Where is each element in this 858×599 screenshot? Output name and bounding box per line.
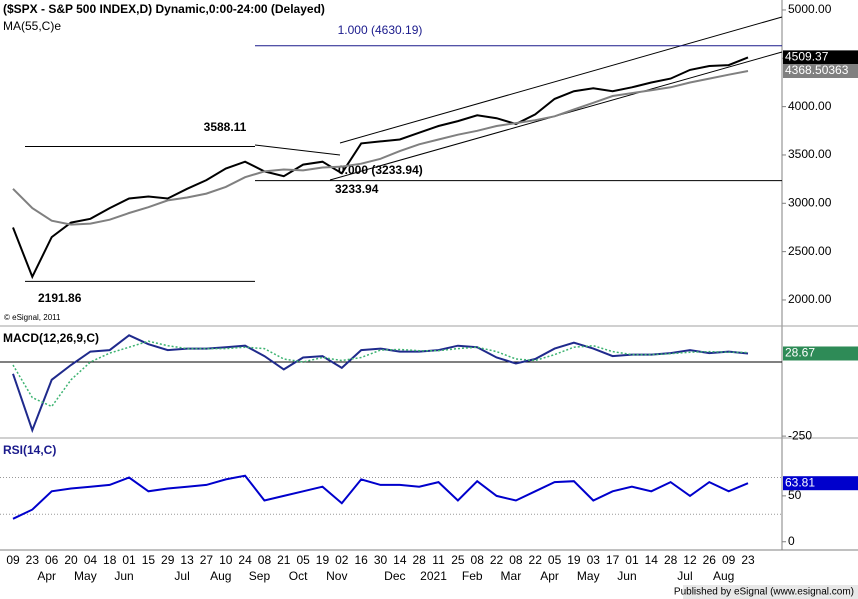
y-tick-label: 5000.00 <box>788 2 832 16</box>
y-tick-label: -250 <box>788 428 812 442</box>
series-line <box>12 334 749 434</box>
month-label: Dec <box>384 569 405 583</box>
last-value-box <box>783 50 858 65</box>
trend-line <box>254 144 341 156</box>
month-label: Jul <box>677 569 692 583</box>
x-tick-label: 17 <box>606 553 620 567</box>
x-tick-label: 13 <box>180 553 194 567</box>
series-line <box>12 340 749 408</box>
y-tick-label: 4000.00 <box>788 99 832 113</box>
x-tick-label: 10 <box>219 553 233 567</box>
x-tick-label: 24 <box>238 553 252 567</box>
x-tick-label: 23 <box>741 553 755 567</box>
x-tick-label: 08 <box>509 553 523 567</box>
ma-legend: MA(55,C)e <box>3 19 61 33</box>
month-label: Sep <box>249 569 271 583</box>
series-line <box>12 70 749 226</box>
x-tick-label: 29 <box>161 553 175 567</box>
last-value-box <box>783 64 858 79</box>
panel-title: RSI(14,C) <box>3 443 56 457</box>
y-tick-label: 2500.00 <box>788 244 832 258</box>
month-label: Aug <box>713 569 734 583</box>
x-tick-label: 21 <box>277 553 291 567</box>
x-tick-label: 28 <box>664 553 678 567</box>
x-tick-label: 06 <box>45 553 59 567</box>
last-value-label: 4368.50363 <box>785 63 849 77</box>
last-value-label: 4509.37 <box>785 50 829 64</box>
level-label: 3588.11 <box>204 120 247 134</box>
x-tick-label: 01 <box>625 553 639 567</box>
x-tick-label: 05 <box>548 553 562 567</box>
month-label: Feb <box>462 569 483 583</box>
x-tick-label: 14 <box>393 553 407 567</box>
x-tick-label: 04 <box>84 553 98 567</box>
month-label: May <box>74 569 97 583</box>
month-label: Apr <box>37 569 56 583</box>
x-tick-label: 09 <box>722 553 736 567</box>
last-value-label: 28.67 <box>785 346 815 360</box>
footer-box <box>683 585 858 599</box>
month-label: 2021 <box>420 569 447 583</box>
watermark: © eSignal, 2011 <box>4 313 61 322</box>
x-tick-label: 08 <box>471 553 485 567</box>
y-tick-label: 50 <box>788 488 802 502</box>
y-tick-label: 2000.00 <box>788 292 832 306</box>
x-tick-label: 05 <box>296 553 310 567</box>
x-tick-label: 19 <box>316 553 330 567</box>
x-tick-label: 26 <box>703 553 717 567</box>
month-label: Oct <box>289 569 308 583</box>
chart-title: ($SPX - S&P 500 INDEX,D) Dynamic,0:00-24… <box>3 2 325 16</box>
level-label: 0.000 (3233.94) <box>338 163 423 177</box>
month-label: Jun <box>617 569 636 583</box>
x-tick-label: 08 <box>258 553 272 567</box>
month-label: Apr <box>540 569 559 583</box>
x-tick-label: 09 <box>6 553 20 567</box>
last-value-box <box>783 476 858 491</box>
x-tick-label: 16 <box>354 553 368 567</box>
x-tick-label: 22 <box>529 553 543 567</box>
x-tick-label: 11 <box>432 553 445 567</box>
panel-title: MACD(12,26,9,C) <box>3 331 99 345</box>
x-tick-label: 02 <box>335 553 349 567</box>
y-tick-label: 3000.00 <box>788 195 832 209</box>
x-tick-label: 25 <box>451 553 465 567</box>
month-label: May <box>577 569 600 583</box>
x-tick-label: 27 <box>200 553 214 567</box>
x-tick-label: 18 <box>103 553 117 567</box>
series-line <box>12 474 749 520</box>
month-label: Jul <box>174 569 189 583</box>
x-tick-label: 03 <box>587 553 601 567</box>
month-label: Aug <box>210 569 231 583</box>
x-tick-label: 28 <box>413 553 427 567</box>
x-tick-label: 20 <box>64 553 78 567</box>
footer: Published by eSignal (www.esignal.com) <box>674 587 854 598</box>
trend-line <box>339 16 783 144</box>
x-tick-label: 22 <box>490 553 504 567</box>
x-tick-label: 14 <box>645 553 659 567</box>
level-label: 3233.94 <box>335 182 379 196</box>
month-label: Jun <box>114 569 133 583</box>
y-tick-label: 0 <box>788 534 795 548</box>
last-value-box <box>783 346 858 361</box>
y-tick-label: 3500.00 <box>788 147 832 161</box>
x-tick-label: 12 <box>683 553 697 567</box>
level-label: 2191.86 <box>38 291 82 305</box>
last-value-label: 63.81 <box>785 475 815 489</box>
x-tick-label: 23 <box>26 553 40 567</box>
x-tick-label: 30 <box>374 553 388 567</box>
month-label: Mar <box>501 569 522 583</box>
level-label: 1.000 (4630.19) <box>338 23 423 37</box>
x-tick-label: 15 <box>142 553 156 567</box>
month-label: Nov <box>326 569 347 583</box>
x-tick-label: 01 <box>122 553 136 567</box>
series-line <box>12 56 749 280</box>
x-tick-label: 19 <box>567 553 581 567</box>
